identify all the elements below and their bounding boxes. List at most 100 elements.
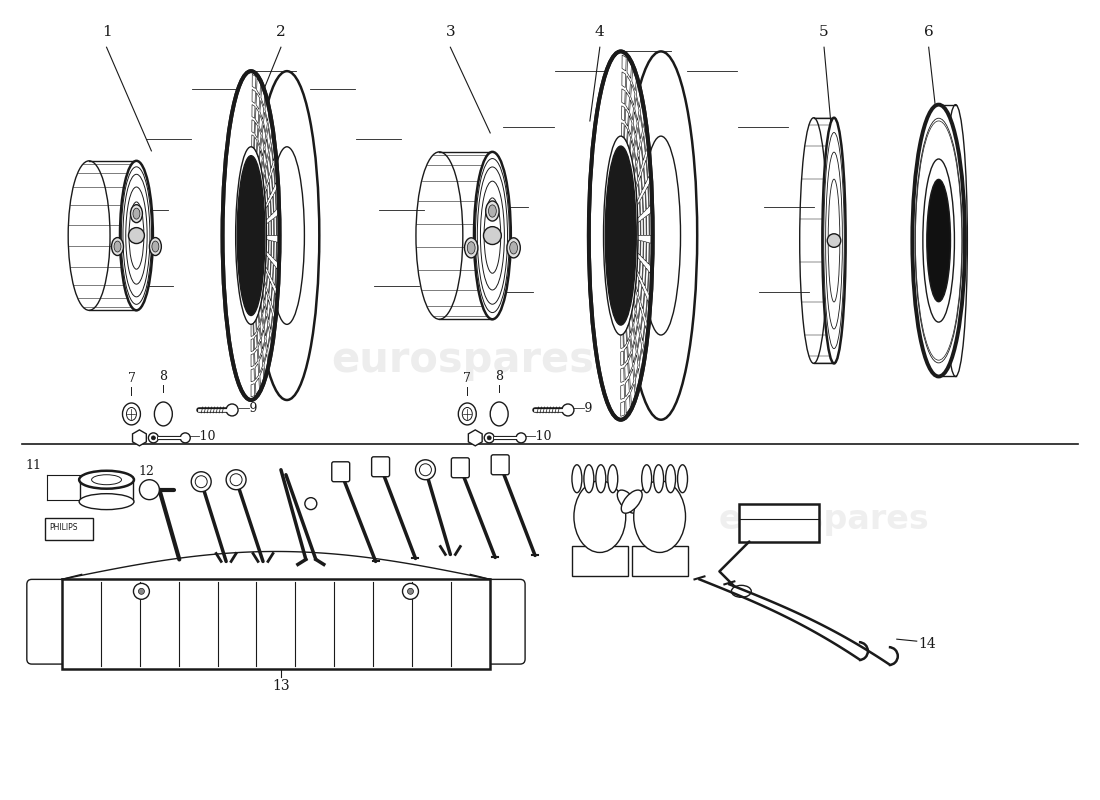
FancyBboxPatch shape xyxy=(451,458,470,478)
Text: 8: 8 xyxy=(495,370,503,383)
Ellipse shape xyxy=(154,402,173,426)
Ellipse shape xyxy=(79,470,134,489)
Circle shape xyxy=(407,588,414,594)
Ellipse shape xyxy=(495,407,504,421)
Ellipse shape xyxy=(459,403,476,425)
Ellipse shape xyxy=(608,465,618,493)
Ellipse shape xyxy=(120,161,153,310)
Ellipse shape xyxy=(488,205,496,217)
Ellipse shape xyxy=(486,201,499,221)
Text: —10: —10 xyxy=(187,430,216,443)
Ellipse shape xyxy=(468,242,475,254)
Text: 5: 5 xyxy=(820,26,829,39)
Ellipse shape xyxy=(596,465,606,493)
Circle shape xyxy=(516,433,526,443)
Ellipse shape xyxy=(621,490,642,514)
Ellipse shape xyxy=(68,161,110,310)
FancyBboxPatch shape xyxy=(372,457,389,477)
Ellipse shape xyxy=(950,179,961,302)
Text: —9: —9 xyxy=(238,402,257,415)
Text: PHILIPS: PHILIPS xyxy=(50,522,78,531)
Circle shape xyxy=(191,472,211,492)
Text: 11: 11 xyxy=(25,458,42,472)
Ellipse shape xyxy=(666,465,675,493)
Text: 4: 4 xyxy=(595,26,605,39)
Ellipse shape xyxy=(222,71,279,400)
Ellipse shape xyxy=(509,242,517,254)
Ellipse shape xyxy=(507,238,520,258)
Circle shape xyxy=(487,436,492,440)
Text: 6: 6 xyxy=(924,26,934,39)
Ellipse shape xyxy=(653,465,663,493)
Ellipse shape xyxy=(464,238,477,258)
Ellipse shape xyxy=(625,51,697,420)
FancyBboxPatch shape xyxy=(26,579,75,664)
Ellipse shape xyxy=(111,238,123,255)
Ellipse shape xyxy=(150,238,162,255)
FancyBboxPatch shape xyxy=(332,462,350,482)
Ellipse shape xyxy=(158,407,168,421)
Bar xyxy=(79,480,133,502)
Circle shape xyxy=(227,404,238,416)
Ellipse shape xyxy=(491,402,508,426)
Ellipse shape xyxy=(927,179,950,302)
Ellipse shape xyxy=(574,481,626,553)
Circle shape xyxy=(148,433,158,443)
Circle shape xyxy=(180,433,190,443)
Ellipse shape xyxy=(827,234,840,247)
Ellipse shape xyxy=(133,208,140,219)
Circle shape xyxy=(227,470,246,490)
Ellipse shape xyxy=(416,152,463,319)
Ellipse shape xyxy=(484,226,502,245)
FancyBboxPatch shape xyxy=(492,455,509,474)
Text: eurospares: eurospares xyxy=(331,339,594,381)
Ellipse shape xyxy=(584,465,594,493)
Circle shape xyxy=(133,583,150,599)
Ellipse shape xyxy=(152,241,158,252)
Ellipse shape xyxy=(800,118,827,363)
Ellipse shape xyxy=(948,159,962,322)
Ellipse shape xyxy=(129,228,144,243)
Circle shape xyxy=(403,583,418,599)
Text: 1: 1 xyxy=(101,26,111,39)
Ellipse shape xyxy=(122,403,141,425)
Text: —9: —9 xyxy=(573,402,593,415)
Ellipse shape xyxy=(114,241,121,252)
Text: —10: —10 xyxy=(524,430,551,443)
Bar xyxy=(45,518,92,539)
Ellipse shape xyxy=(732,586,751,598)
Text: 13: 13 xyxy=(272,679,289,693)
Ellipse shape xyxy=(944,105,967,377)
Circle shape xyxy=(139,588,144,594)
Ellipse shape xyxy=(605,146,636,325)
Ellipse shape xyxy=(270,146,305,324)
Ellipse shape xyxy=(604,136,638,335)
Ellipse shape xyxy=(912,105,965,377)
Ellipse shape xyxy=(641,136,681,335)
Ellipse shape xyxy=(572,465,582,493)
Circle shape xyxy=(562,404,574,416)
Circle shape xyxy=(140,480,159,500)
Ellipse shape xyxy=(238,156,265,315)
Ellipse shape xyxy=(131,205,142,222)
Bar xyxy=(62,579,491,669)
Text: 2: 2 xyxy=(276,26,286,39)
Ellipse shape xyxy=(474,152,510,319)
Ellipse shape xyxy=(79,494,134,510)
Text: 7: 7 xyxy=(128,372,135,385)
Text: 7: 7 xyxy=(463,372,471,385)
Ellipse shape xyxy=(588,51,652,420)
Text: 14: 14 xyxy=(918,637,936,651)
Circle shape xyxy=(484,433,494,443)
Ellipse shape xyxy=(823,118,846,363)
Ellipse shape xyxy=(617,490,638,514)
Ellipse shape xyxy=(634,481,685,553)
Ellipse shape xyxy=(678,465,688,493)
FancyBboxPatch shape xyxy=(481,579,525,664)
Bar xyxy=(572,546,628,576)
Ellipse shape xyxy=(641,465,651,493)
Circle shape xyxy=(305,498,317,510)
Bar xyxy=(631,546,688,576)
Ellipse shape xyxy=(235,146,266,324)
Text: 3: 3 xyxy=(446,26,455,39)
